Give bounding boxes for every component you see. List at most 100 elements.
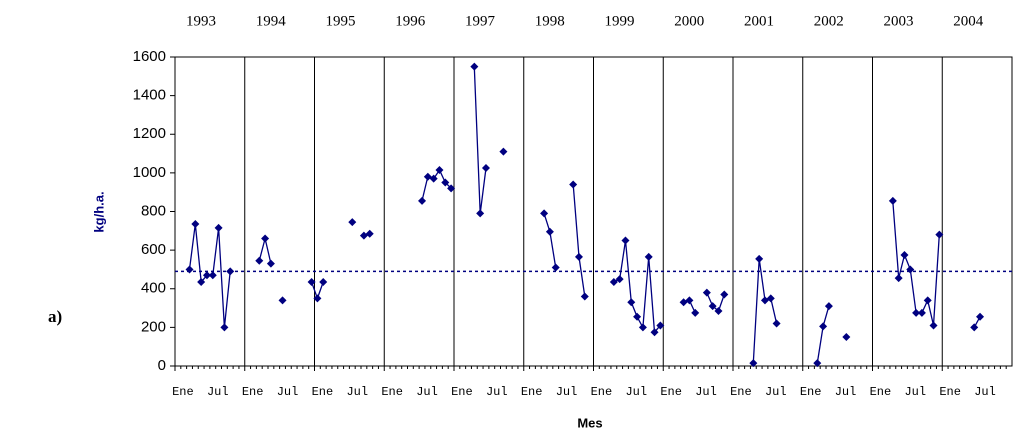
x-tick-label: Jul xyxy=(904,385,926,399)
point xyxy=(691,308,700,317)
point xyxy=(615,275,624,284)
point xyxy=(551,263,560,272)
x-tick-label: Ene xyxy=(870,385,892,399)
point xyxy=(208,271,217,280)
x-tick-label: Jul xyxy=(556,385,578,399)
x-tick-label: Ene xyxy=(660,385,682,399)
x-tick-label: Jul xyxy=(486,385,508,399)
point xyxy=(365,229,374,238)
point xyxy=(714,306,723,315)
x-tick-label: Ene xyxy=(521,385,543,399)
point xyxy=(650,328,659,337)
point xyxy=(214,223,223,232)
year-label: 1997 xyxy=(465,13,496,29)
x-tick-label: Jul xyxy=(974,385,996,399)
year-label: 2002 xyxy=(814,13,844,29)
point xyxy=(906,265,915,274)
point xyxy=(755,254,764,263)
point xyxy=(202,271,211,280)
point xyxy=(917,308,926,317)
point xyxy=(766,294,775,303)
point xyxy=(813,359,822,368)
year-label: 2003 xyxy=(884,13,914,29)
point xyxy=(540,209,549,218)
x-tick-label: Jul xyxy=(835,385,857,399)
x-tick-label: Jul xyxy=(207,385,229,399)
y-tick-label: 600 xyxy=(141,241,166,258)
point xyxy=(481,164,490,173)
x-tick-label: Ene xyxy=(242,385,264,399)
point xyxy=(447,184,456,193)
year-label: 1994 xyxy=(256,13,287,29)
y-axis-label: kg/h.a. xyxy=(91,191,106,232)
x-tick-label: Ene xyxy=(800,385,822,399)
y-tick-label: 1200 xyxy=(133,125,166,142)
x-tick-label: Jul xyxy=(695,385,717,399)
x-tick-label: Ene xyxy=(381,385,403,399)
point xyxy=(970,323,979,332)
point xyxy=(644,252,653,261)
point xyxy=(633,312,642,321)
point xyxy=(307,277,316,286)
x-tick-label: Jul xyxy=(625,385,647,399)
point xyxy=(900,250,909,259)
point xyxy=(976,312,985,321)
year-label: 1998 xyxy=(535,13,565,29)
y-tick-label: 1600 xyxy=(133,48,166,65)
point xyxy=(929,321,938,330)
x-axis-label: Mes xyxy=(577,415,602,430)
x-tick-label: Ene xyxy=(172,385,194,399)
point xyxy=(824,302,833,311)
point xyxy=(888,196,897,205)
point xyxy=(621,236,630,245)
point xyxy=(545,227,554,236)
point xyxy=(569,180,578,189)
point xyxy=(842,333,851,342)
point xyxy=(441,178,450,187)
point xyxy=(720,290,729,299)
point xyxy=(266,259,275,268)
year-label: 2004 xyxy=(953,13,984,29)
x-tick-label: Jul xyxy=(765,385,787,399)
x-tick-label: Ene xyxy=(939,385,961,399)
y-tick-label: 800 xyxy=(141,202,166,219)
point xyxy=(313,294,322,303)
y-tick-label: 400 xyxy=(141,280,166,297)
point xyxy=(348,218,357,227)
point xyxy=(656,321,665,330)
point xyxy=(470,62,479,71)
point xyxy=(261,234,270,243)
year-label: 2000 xyxy=(674,13,704,29)
year-label: 1996 xyxy=(395,13,426,29)
point xyxy=(627,298,636,307)
annotation: a) xyxy=(48,307,62,326)
y-tick-label: 1400 xyxy=(133,87,166,104)
point xyxy=(278,296,287,305)
point xyxy=(197,277,206,286)
point xyxy=(435,165,444,174)
point xyxy=(819,322,828,331)
x-tick-label: Ene xyxy=(730,385,752,399)
point xyxy=(708,302,717,311)
y-tick-label: 0 xyxy=(158,357,166,374)
point xyxy=(418,196,427,205)
x-tick-label: Jul xyxy=(346,385,368,399)
point xyxy=(499,147,508,156)
point xyxy=(935,230,944,239)
point xyxy=(609,277,618,286)
point xyxy=(923,296,932,305)
year-label: 1995 xyxy=(326,13,356,29)
point xyxy=(638,323,647,332)
point xyxy=(319,277,328,286)
point xyxy=(476,209,485,218)
point xyxy=(429,174,438,183)
point xyxy=(580,292,589,301)
x-tick-label: Ene xyxy=(451,385,473,399)
point xyxy=(912,308,921,317)
x-tick-label: Ene xyxy=(591,385,613,399)
series-line xyxy=(188,66,981,364)
point xyxy=(255,256,264,265)
point xyxy=(894,274,903,283)
year-label: 1993 xyxy=(186,13,216,29)
